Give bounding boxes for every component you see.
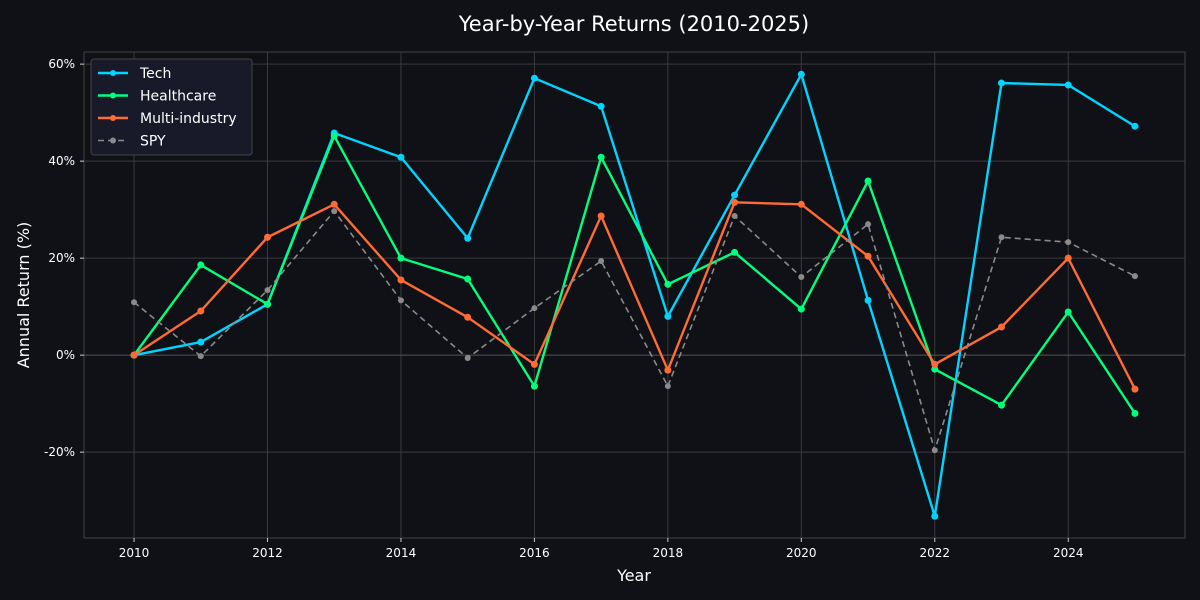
data-point-tech [664,312,672,320]
data-point-spy [331,208,338,215]
data-point-multi-industry [1064,254,1072,262]
data-point-multi-industry [1131,385,1139,393]
x-tick-label: 2016 [519,546,550,560]
x-tick-label: 2014 [386,546,417,560]
y-tick-label: -20% [44,445,75,459]
axis-ticks: 2010 2012 2014 2016 2018 2020 2022 2024 -20% 0% 20… [44,57,1084,560]
y-tick-label: 60% [48,57,75,71]
data-point-spy [998,234,1005,241]
data-point-tech [797,70,805,78]
data-point-spy [865,221,872,228]
data-point-spy [798,274,805,281]
data-point-tech [864,296,872,304]
data-point-spy [197,353,204,360]
data-point-healthcare [864,177,872,185]
data-point-multi-industry [264,233,271,241]
data-point-spy [731,212,738,219]
x-tick-label: 2010 [119,546,150,560]
data-point-healthcare [1064,308,1072,316]
data-point-spy [531,305,538,312]
data-point-healthcare [330,132,338,140]
data-point-multi-industry [597,212,605,220]
data-point-spy [931,447,938,454]
legend-label-tech: Tech [139,66,171,82]
data-point-multi-industry [797,200,805,208]
chart-title: Year-by-Year Returns (2010-2025) [458,12,809,36]
data-point-multi-industry [530,360,538,368]
data-point-multi-industry [464,313,472,321]
legend-label-spy: SPY [140,134,166,150]
data-point-tech [931,512,939,520]
data-point-multi-industry [397,276,405,284]
data-point-healthcare [1131,409,1139,417]
legend-box [90,58,253,156]
data-point-spy [464,355,471,362]
data-point-spy [264,287,271,294]
data-point-spy [1065,239,1072,246]
x-tick-label: 2024 [1053,546,1084,560]
data-point-healthcare [731,248,739,256]
legend-marker-multi-industry [110,115,116,121]
data-point-multi-industry [197,307,205,315]
data-point-tech [397,153,405,161]
x-tick-label: 2012 [252,546,283,560]
data-point-healthcare [464,275,472,283]
data-point-tech [597,102,605,110]
legend: Tech Healthcare Multi-industry SPY [90,58,253,156]
data-point-healthcare [264,300,271,308]
x-axis-label: Year [616,566,651,585]
series-lines [130,70,1139,520]
data-point-healthcare [931,365,939,373]
series-line-spy [133,209,1136,453]
data-point-tech [464,234,472,242]
data-point-multi-industry [864,252,872,260]
data-point-healthcare [597,153,605,161]
grid [84,52,1185,538]
data-point-multi-industry [664,366,672,374]
legend-label-healthcare: Healthcare [140,89,216,105]
legend-marker-spy [110,137,116,144]
legend-marker-healthcare [110,92,116,99]
legend-marker-tech [110,70,116,76]
data-point-healthcare [197,261,205,269]
data-point-healthcare [664,280,672,288]
x-tick-label: 2018 [653,546,684,560]
data-point-multi-industry [330,200,338,208]
data-point-tech [530,74,538,82]
data-point-multi-industry [130,351,138,359]
data-point-spy [598,258,605,265]
legend-label-multi-industry: Multi-industry [140,111,237,127]
data-point-healthcare [998,401,1005,409]
data-point-tech [731,191,739,199]
y-axis-label: Annual Return (%) [14,222,33,369]
data-point-multi-industry [731,198,739,206]
y-tick-label: 0% [56,348,75,362]
data-point-spy [131,299,138,306]
x-tick-label: 2020 [786,546,817,560]
data-point-spy [664,383,671,390]
y-tick-label: 40% [48,154,75,168]
data-point-tech [1064,81,1072,89]
x-tick-label: 2022 [919,546,950,560]
data-point-multi-industry [931,360,939,368]
data-point-spy [1131,273,1138,280]
data-point-tech [197,338,205,346]
y-tick-label: 20% [48,251,75,265]
data-point-tech [1131,122,1139,130]
data-point-tech [998,79,1005,87]
data-point-healthcare [797,305,805,313]
data-point-spy [397,297,404,304]
data-point-multi-industry [998,323,1005,331]
data-point-healthcare [530,382,538,390]
data-point-healthcare [397,254,405,262]
